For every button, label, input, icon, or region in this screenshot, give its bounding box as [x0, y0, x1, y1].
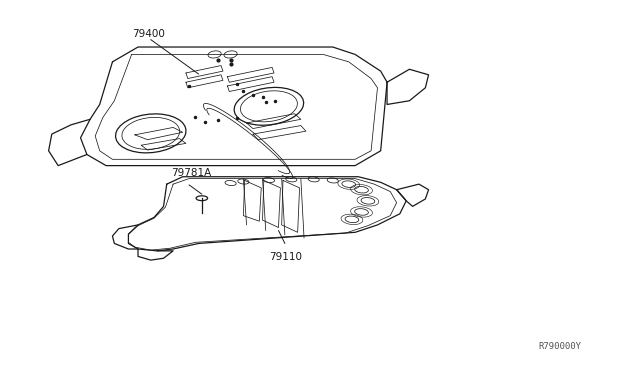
- Text: 79110: 79110: [269, 251, 302, 262]
- Text: 79781A: 79781A: [172, 168, 211, 178]
- Text: R790000Y: R790000Y: [539, 342, 582, 351]
- Text: 79400: 79400: [132, 29, 164, 39]
